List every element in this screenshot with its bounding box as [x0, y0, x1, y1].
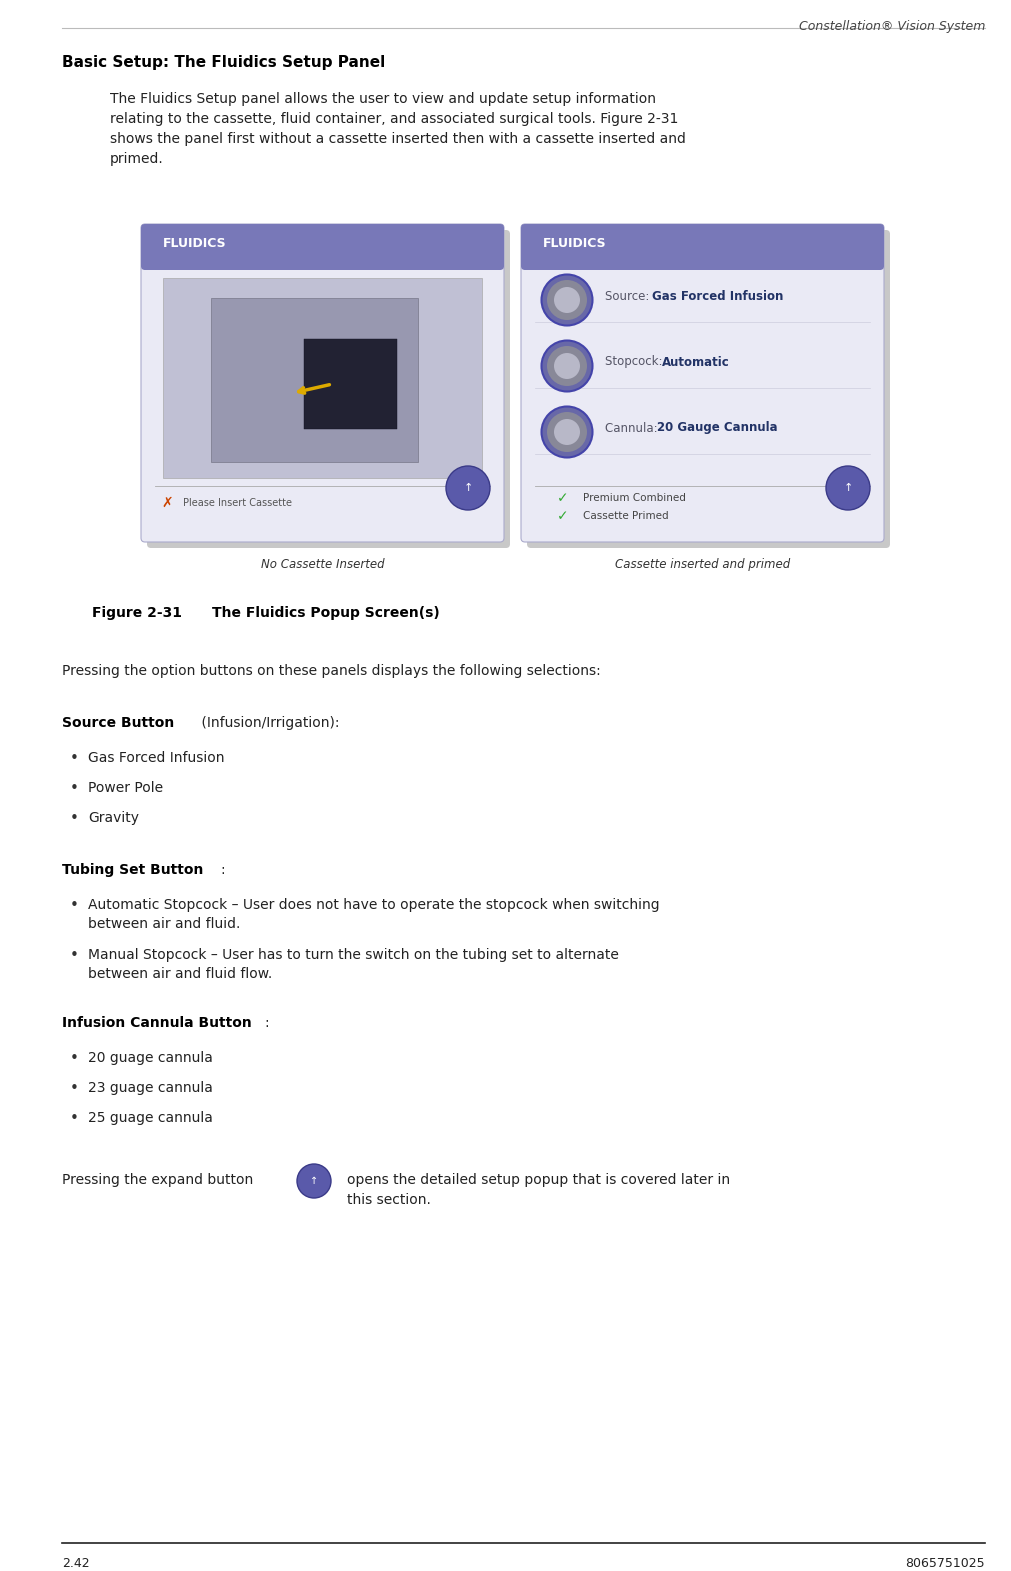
Text: ↑: ↑ [842, 482, 852, 493]
Text: Constellation® Vision System: Constellation® Vision System [798, 20, 984, 33]
Text: :: : [219, 862, 224, 877]
FancyBboxPatch shape [304, 339, 397, 429]
Text: ✓: ✓ [557, 492, 568, 504]
Text: FLUIDICS: FLUIDICS [163, 237, 226, 250]
Text: Pressing the option buttons on these panels displays the following selections:: Pressing the option buttons on these pan… [62, 665, 601, 679]
Text: Basic Setup: The Fluidics Setup Panel: Basic Setup: The Fluidics Setup Panel [62, 55, 385, 71]
Text: 20 Gauge Cannula: 20 Gauge Cannula [656, 421, 776, 435]
Circle shape [446, 467, 489, 511]
Text: •: • [70, 751, 79, 767]
Text: Cassette inserted and primed: Cassette inserted and primed [615, 558, 790, 570]
FancyBboxPatch shape [521, 225, 884, 542]
Text: Manual Stopcock – User has to turn the switch on the tubing set to alternate
bet: Manual Stopcock – User has to turn the s… [88, 947, 619, 982]
Circle shape [541, 407, 591, 457]
Text: Gas Forced Infusion: Gas Forced Infusion [88, 751, 224, 765]
Text: •: • [70, 947, 79, 963]
FancyBboxPatch shape [141, 225, 503, 270]
Text: •: • [70, 1111, 79, 1126]
Text: Figure 2-31: Figure 2-31 [92, 606, 182, 621]
Text: Automatic Stopcock – User does not have to operate the stopcock when switching
b: Automatic Stopcock – User does not have … [88, 899, 659, 932]
Text: Cannula:: Cannula: [605, 421, 664, 435]
Text: FLUIDICS: FLUIDICS [543, 237, 606, 250]
Text: Tubing Set Button: Tubing Set Button [62, 862, 203, 877]
Circle shape [547, 412, 586, 452]
Text: ↑: ↑ [309, 1177, 317, 1186]
Text: ✓: ✓ [557, 509, 568, 523]
Text: Infusion Cannula Button: Infusion Cannula Button [62, 1016, 252, 1031]
Text: Premium Combined: Premium Combined [582, 493, 685, 503]
Text: 2.42: 2.42 [62, 1557, 90, 1569]
Text: ↑: ↑ [463, 482, 472, 493]
Text: •: • [70, 811, 79, 826]
Circle shape [825, 467, 869, 511]
Text: The Fluidics Setup panel allows the user to view and update setup information
re: The Fluidics Setup panel allows the user… [110, 93, 685, 167]
Text: opens the detailed setup popup that is covered later in
this section.: opens the detailed setup popup that is c… [347, 1174, 729, 1207]
Text: :: : [264, 1016, 268, 1031]
Text: The Fluidics Popup Screen(s): The Fluidics Popup Screen(s) [211, 606, 440, 621]
Text: 20 guage cannula: 20 guage cannula [88, 1051, 212, 1065]
FancyBboxPatch shape [147, 229, 510, 548]
Text: Gas Forced Infusion: Gas Forced Infusion [651, 289, 783, 303]
FancyBboxPatch shape [163, 278, 481, 478]
FancyBboxPatch shape [521, 225, 884, 270]
Circle shape [547, 280, 586, 320]
Text: 23 guage cannula: 23 guage cannula [88, 1081, 212, 1095]
Text: Source Button: Source Button [62, 716, 174, 731]
Text: Cassette Primed: Cassette Primed [582, 511, 668, 522]
Text: Gravity: Gravity [88, 811, 139, 825]
Text: (Infusion/Irrigation):: (Infusion/Irrigation): [197, 716, 339, 731]
Text: Pressing the expand button: Pressing the expand button [62, 1174, 253, 1188]
Text: •: • [70, 1081, 79, 1097]
Text: 8065751025: 8065751025 [905, 1557, 984, 1569]
Text: Automatic: Automatic [661, 355, 729, 369]
Circle shape [296, 1164, 331, 1199]
Text: •: • [70, 899, 79, 913]
Circle shape [553, 287, 579, 313]
Circle shape [553, 353, 579, 379]
Text: No Cassette Inserted: No Cassette Inserted [261, 558, 384, 570]
Circle shape [541, 341, 591, 391]
Circle shape [541, 275, 591, 325]
FancyBboxPatch shape [529, 247, 876, 265]
Circle shape [547, 346, 586, 386]
Text: •: • [70, 781, 79, 796]
FancyBboxPatch shape [141, 225, 503, 542]
Text: Power Pole: Power Pole [88, 781, 163, 795]
FancyBboxPatch shape [527, 229, 889, 548]
Text: ✗: ✗ [161, 496, 173, 511]
Text: Please Insert Cassette: Please Insert Cassette [183, 498, 292, 507]
FancyBboxPatch shape [210, 298, 418, 462]
FancyBboxPatch shape [149, 247, 495, 265]
Text: 25 guage cannula: 25 guage cannula [88, 1111, 212, 1125]
Text: Stopcock:: Stopcock: [605, 355, 669, 369]
Circle shape [553, 419, 579, 445]
Text: Source:: Source: [605, 289, 656, 303]
Text: •: • [70, 1051, 79, 1067]
